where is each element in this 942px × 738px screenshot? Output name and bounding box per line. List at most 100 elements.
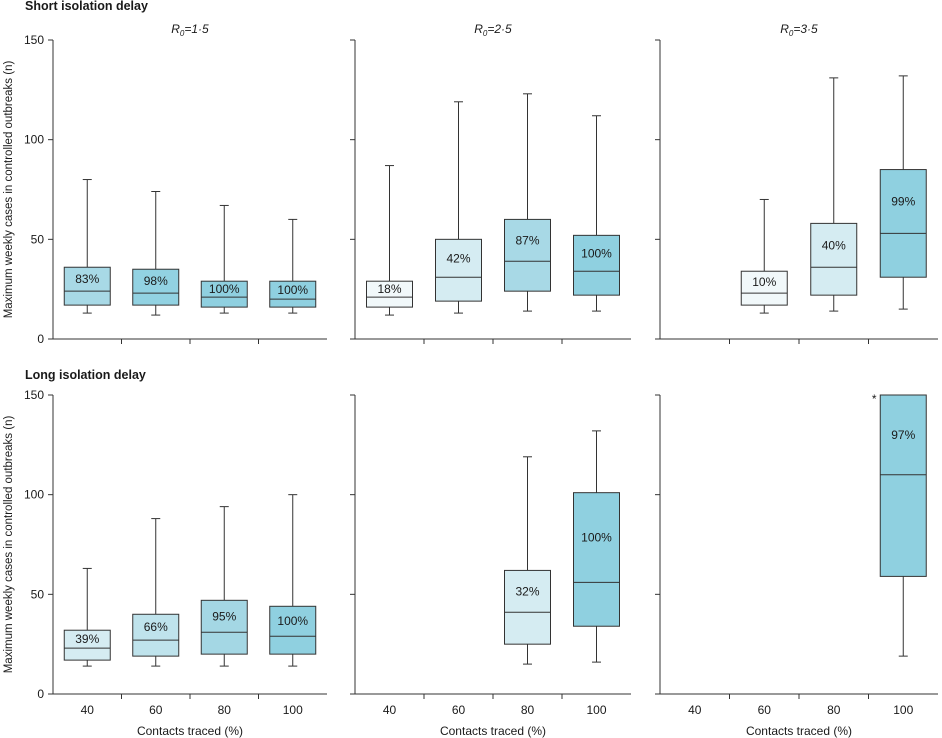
box-100: 100% <box>269 218 317 314</box>
row-title: Short isolation delay <box>25 0 148 13</box>
box-100: 99% <box>879 75 927 310</box>
x-tick-label: 60 <box>758 703 772 717</box>
box-iqr <box>200 599 248 655</box>
panel-short-2: R0=2·5 18% 42% 87% 100% <box>350 22 631 344</box>
box-percent-label: 100% <box>277 614 308 628</box>
x-axis-label: Contacts traced (%) <box>137 724 243 738</box>
y-tick-label: 150 <box>24 388 44 402</box>
box-percent-label: 98% <box>144 274 168 288</box>
box-60: 98% <box>132 190 180 316</box>
panel-title: R0=3·5 <box>780 22 818 38</box>
x-tick-label: 40 <box>383 703 397 717</box>
x-tick-label: 40 <box>81 703 95 717</box>
box-percent-label: 66% <box>144 620 168 634</box>
box-iqr <box>573 492 620 627</box>
box-40: 18% <box>366 165 413 316</box>
panel-title-sub: 0 <box>483 29 488 38</box>
panel-short-1: Short isolation delayR0=1·5050100150Maxi… <box>3 0 327 346</box>
box-80: 32% <box>504 456 551 665</box>
panel-title-rest: =1·5 <box>184 22 209 36</box>
x-tick-label: 40 <box>688 703 702 717</box>
box-percent-label: 100% <box>209 282 240 296</box>
panel-title: R0=2·5 <box>474 22 512 38</box>
y-tick-label: 150 <box>24 33 44 47</box>
box-iqr <box>435 238 482 302</box>
box-80: 87% <box>504 93 551 312</box>
box-iqr <box>63 266 111 306</box>
panel-title: R0=1·5 <box>171 22 209 38</box>
box-percent-label: 32% <box>515 584 539 598</box>
box-iqr <box>879 394 927 577</box>
panel-title-rest: =3·5 <box>793 22 818 36</box>
box-percent-label: 100% <box>277 283 308 297</box>
x-tick-label: 100 <box>283 703 303 717</box>
x-tick-label: 80 <box>827 703 841 717</box>
box-percent-label: 95% <box>212 609 236 623</box>
panel-title-base: R <box>474 22 483 36</box>
x-tick-label: 80 <box>218 703 232 717</box>
box-iqr <box>200 280 248 308</box>
x-tick-label: 100 <box>586 703 606 717</box>
panel-title-sub: 0 <box>180 29 185 38</box>
x-tick-label: 100 <box>893 703 913 717</box>
box-40: 83% <box>63 179 111 314</box>
box-percent-label: 100% <box>581 531 612 545</box>
panel-title-sub: 0 <box>789 29 794 38</box>
box-iqr <box>810 222 858 296</box>
row-title: Long isolation delay <box>25 368 146 382</box>
box-percent-label: 83% <box>75 272 99 286</box>
x-axis-label: Contacts traced (%) <box>440 724 546 738</box>
y-tick-label: 0 <box>37 332 44 346</box>
y-tick-label: 0 <box>37 687 44 701</box>
box-iqr <box>269 605 317 655</box>
x-tick-label: 60 <box>452 703 466 717</box>
panel-title-rest: =2·5 <box>487 22 512 36</box>
box-60: 10% <box>740 198 788 314</box>
box-100: 100% <box>573 115 620 312</box>
box-percent-label: 99% <box>891 194 915 208</box>
box-iqr <box>366 280 413 308</box>
y-tick-label: 50 <box>31 587 45 601</box>
box-80: 95% <box>200 506 248 667</box>
y-tick-label: 50 <box>31 232 45 246</box>
y-axis-label: Maximum weekly cases in controlled outbr… <box>3 61 15 319</box>
box-percent-label: 97% <box>891 428 915 442</box>
box-100: 100% <box>573 430 620 663</box>
box-60: 66% <box>132 518 180 667</box>
panel-long-2: 40 60 80 100 Contacts traced (%) 32% 100% <box>350 394 631 738</box>
box-40: 39% <box>63 567 111 667</box>
panel-title-base: R <box>780 22 789 36</box>
panel-long-1: Long isolation delay 0 50 100 150 40 60 80 100 Co… <box>3 368 327 738</box>
box-iqr <box>573 234 620 296</box>
x-tick-label: 60 <box>149 703 163 717</box>
box-iqr <box>132 613 180 657</box>
box-iqr <box>269 280 317 308</box>
box-iqr <box>63 629 111 661</box>
box-100: 97% * <box>872 392 927 657</box>
y-axis-label: Maximum weekly cases in controlled outbr… <box>3 416 15 674</box>
box-60: 42% <box>435 101 482 314</box>
box-percent-label: 39% <box>75 632 99 646</box>
box-iqr <box>879 169 927 278</box>
box-iqr <box>504 569 551 645</box>
panel-title-base: R <box>171 22 180 36</box>
box-iqr <box>132 268 180 306</box>
box-80: 40% <box>810 77 858 312</box>
box-percent-label: 10% <box>752 275 776 289</box>
y-tick-label: 100 <box>24 133 44 147</box>
truncation-marker: * <box>872 392 877 406</box>
panel-long-3: 40 60 80 100 Contacts traced (%) 97% * <box>655 392 938 738</box>
box-iqr <box>504 218 551 292</box>
box-percent-label: 87% <box>515 233 539 247</box>
box-80: 100% <box>200 204 248 314</box>
box-iqr <box>740 270 788 306</box>
x-axis-label: Contacts traced (%) <box>746 724 852 738</box>
y-tick-label: 100 <box>24 488 44 502</box>
x-tick-label: 80 <box>521 703 535 717</box>
box-percent-label: 18% <box>377 282 401 296</box>
box-percent-label: 100% <box>581 246 612 260</box>
box-percent-label: 40% <box>822 238 846 252</box>
panel-short-3: R0=3·5 10% 40% 99% <box>655 22 938 344</box>
box-100: 100% <box>269 494 317 667</box>
